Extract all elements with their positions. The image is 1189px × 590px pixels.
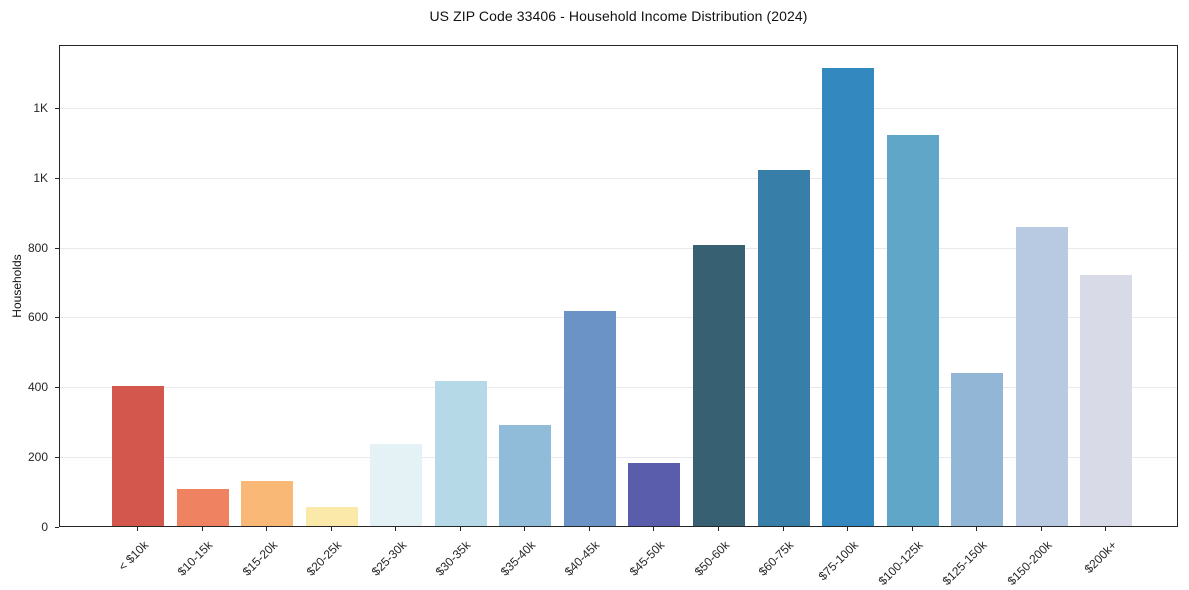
y-tick-mark bbox=[55, 177, 59, 179]
y-tick-label: 600 bbox=[27, 310, 48, 325]
x-tick-label: $150-200k bbox=[1004, 538, 1055, 589]
x-tick-label: $15-20k bbox=[239, 538, 280, 579]
x-tick-mark bbox=[1105, 527, 1107, 531]
x-tick-mark bbox=[653, 527, 655, 531]
y-tick-mark bbox=[55, 457, 59, 459]
x-tick-label: $75-100k bbox=[815, 538, 861, 584]
x-tick-label: $125-150k bbox=[940, 538, 991, 589]
x-tick-mark bbox=[588, 527, 590, 531]
x-tick-mark bbox=[976, 527, 978, 531]
x-tick-label: $25-30k bbox=[368, 538, 410, 579]
x-tick-mark bbox=[266, 527, 268, 531]
gridline bbox=[60, 387, 1177, 389]
x-tick-mark bbox=[717, 527, 719, 531]
x-tick-mark bbox=[201, 527, 203, 531]
x-tick-label: $50-60k bbox=[691, 538, 732, 579]
gridline bbox=[60, 317, 1177, 319]
x-tick-mark bbox=[847, 527, 849, 531]
bar-7 bbox=[563, 311, 616, 526]
x-tick-mark bbox=[1040, 527, 1042, 531]
bar-2 bbox=[241, 480, 294, 526]
y-tick-label: 0 bbox=[41, 520, 48, 534]
x-tick-label: $10-15k bbox=[174, 538, 216, 579]
bar-15 bbox=[1080, 274, 1133, 526]
x-tick-label: < $10k bbox=[115, 538, 151, 574]
x-tick-mark bbox=[524, 527, 526, 531]
bar-0 bbox=[112, 386, 164, 526]
gridline bbox=[60, 107, 1177, 109]
y-tick-label: 1K bbox=[33, 100, 48, 115]
x-tick-label: $20-25k bbox=[303, 538, 345, 579]
y-tick-mark bbox=[55, 527, 59, 528]
x-tick-mark bbox=[782, 527, 784, 531]
y-tick-label: 800 bbox=[27, 240, 48, 255]
bar-12 bbox=[886, 134, 939, 526]
bar-6 bbox=[499, 424, 552, 526]
gridline bbox=[60, 457, 1177, 459]
x-tick-mark bbox=[330, 527, 332, 531]
plot-area bbox=[59, 45, 1178, 527]
x-tick-mark bbox=[459, 527, 461, 531]
chart-title: US ZIP Code 33406 - Household Income Dis… bbox=[429, 8, 808, 24]
bar-8 bbox=[628, 463, 681, 526]
bar-1 bbox=[176, 489, 229, 526]
bar-5 bbox=[434, 381, 487, 526]
gridline bbox=[60, 247, 1177, 249]
x-tick-label: $30-35k bbox=[433, 538, 474, 579]
gridline bbox=[60, 177, 1177, 179]
x-tick-label: $40-45k bbox=[562, 538, 603, 579]
bar-3 bbox=[305, 506, 358, 526]
bar-10 bbox=[757, 169, 810, 526]
y-tick-mark bbox=[55, 107, 59, 109]
bar-11 bbox=[822, 68, 875, 526]
bar-14 bbox=[1015, 227, 1068, 526]
x-tick-label: $60-75k bbox=[755, 538, 797, 579]
y-tick-label: 400 bbox=[27, 380, 48, 395]
y-axis-label: Households bbox=[10, 254, 24, 318]
x-tick-label: $200k+ bbox=[1081, 538, 1120, 576]
x-tick-mark bbox=[137, 527, 138, 531]
bar-9 bbox=[692, 244, 745, 526]
y-tick-label: 200 bbox=[27, 450, 48, 465]
y-tick-mark bbox=[55, 247, 59, 249]
x-tick-label: $35-40k bbox=[497, 538, 539, 579]
x-tick-mark bbox=[911, 527, 913, 531]
bar-13 bbox=[951, 373, 1004, 526]
y-tick-mark bbox=[55, 317, 59, 319]
bar-4 bbox=[370, 443, 423, 526]
y-tick-label: 1K bbox=[33, 170, 48, 185]
y-tick-mark bbox=[55, 387, 59, 389]
x-tick-label: $100-125k bbox=[875, 538, 926, 589]
x-tick-mark bbox=[395, 527, 397, 531]
x-tick-label: $45-50k bbox=[626, 538, 668, 579]
